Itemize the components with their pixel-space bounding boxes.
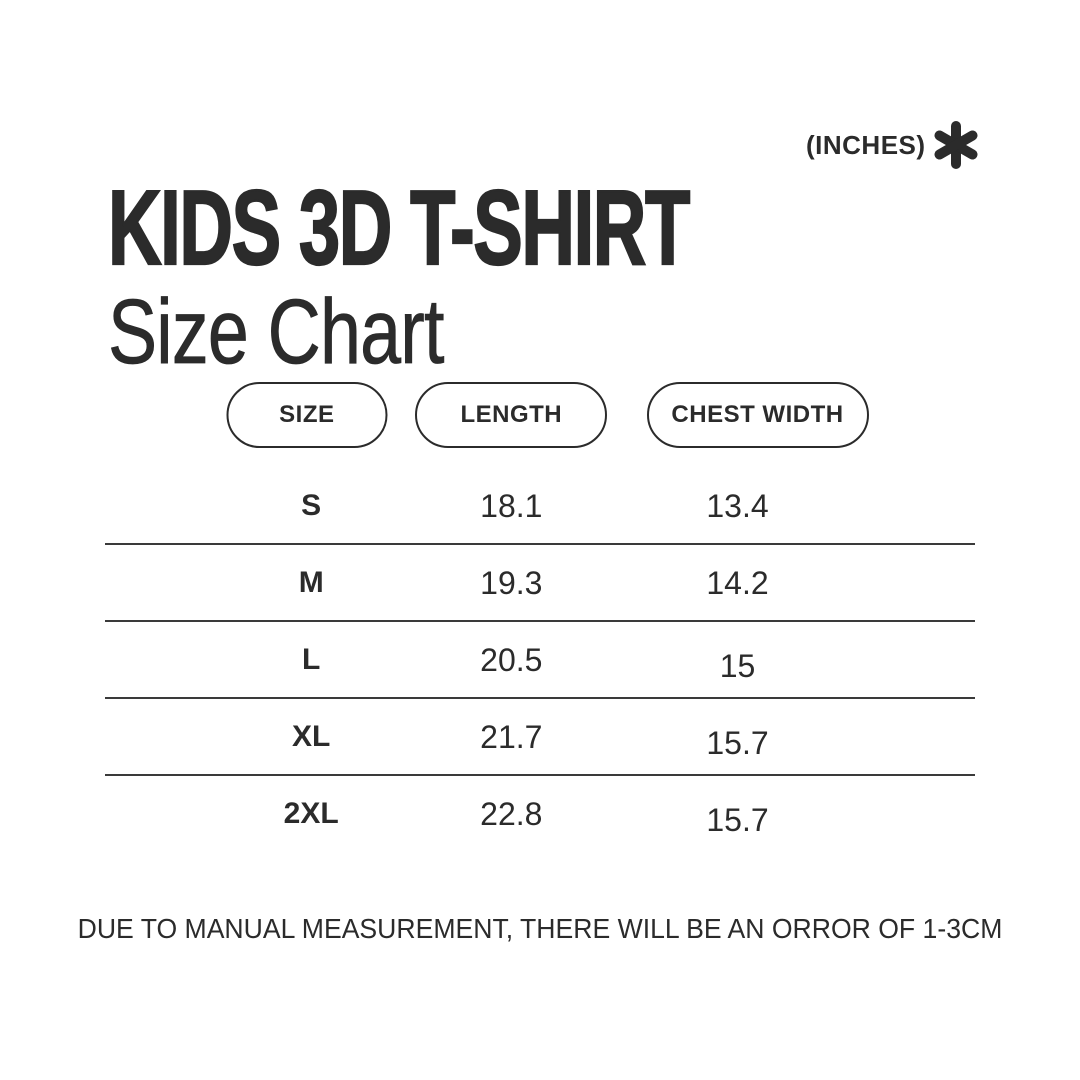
table-row: M 19.3 14.2 [105,545,975,622]
column-header-size: SIZE [226,382,388,448]
size-label: 2XL [283,796,339,830]
measurement-note: DUE TO MANUAL MEASUREMENT, THERE WILL BE… [77,913,1003,944]
size-label: S [301,488,322,522]
column-header-chest-width: CHEST WIDTH [646,382,869,448]
size-label: M [298,565,324,599]
length-value: 20.5 [480,641,543,678]
length-value: 21.7 [480,718,543,755]
table-rows: S 18.1 13.4 M 19.3 14.2 L 20.5 15 XL 21.… [105,468,975,851]
table-row: L 20.5 15 [105,622,975,699]
size-label: L [302,642,321,676]
chest-width-value: 13.4 [706,487,769,524]
size-label: XL [292,719,331,753]
heavy-asterisk-icon [934,121,978,169]
unit-label: (INCHES) [806,129,926,160]
table-row: 2XL 22.8 15.7 [105,776,975,851]
chest-width-value: 15.7 [706,801,769,838]
length-value: 19.3 [480,564,543,601]
page-title: KIDS 3D T-SHIRT [107,169,691,288]
chest-width-value: 15 [719,647,756,684]
length-value: 22.8 [480,795,543,832]
table-row: XL 21.7 15.7 [105,699,975,776]
unit-label-group: (INCHES) [806,120,979,170]
chest-width-value: 15.7 [706,724,769,761]
column-header-length: LENGTH [415,382,608,448]
size-table: SIZE LENGTH CHEST WIDTH S 18.1 13.4 M 19… [105,382,975,851]
length-value: 18.1 [480,487,543,524]
table-header-row: SIZE LENGTH CHEST WIDTH [105,382,975,448]
page-subtitle: Size Chart [108,281,445,384]
chest-width-value: 14.2 [706,564,769,601]
table-row: S 18.1 13.4 [105,468,975,545]
